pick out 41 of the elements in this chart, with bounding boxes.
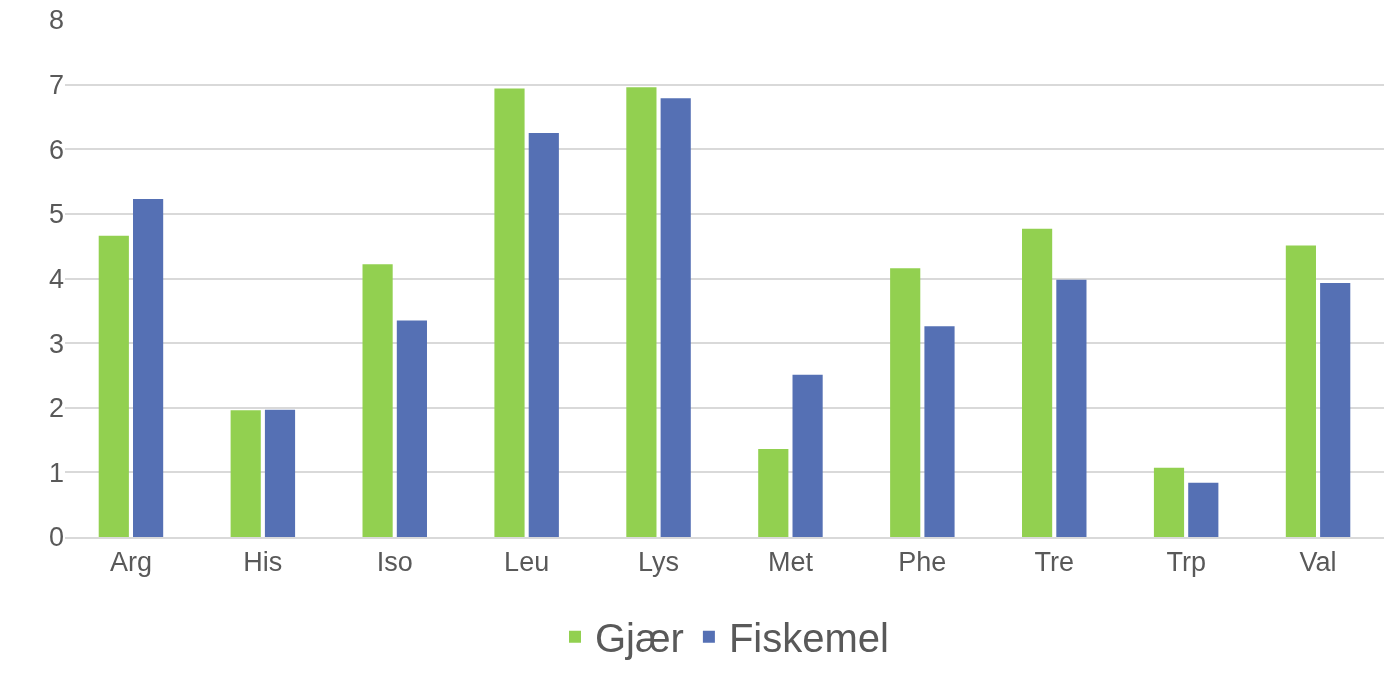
x-tick-label: Arg <box>109 547 152 578</box>
bar <box>758 449 789 537</box>
y-tick-label: 5 <box>48 199 64 230</box>
bar <box>1188 482 1219 537</box>
bar <box>264 409 296 537</box>
y-tick-label: 7 <box>48 70 64 101</box>
bar <box>1320 283 1351 537</box>
bar <box>98 235 129 537</box>
y-tick-label: 3 <box>48 328 64 359</box>
x-tick-label: Tre <box>1034 547 1074 578</box>
bar <box>528 133 559 537</box>
bar <box>792 374 823 537</box>
y-tick-label: 1 <box>48 457 64 488</box>
bar <box>660 98 691 537</box>
bar <box>133 199 164 537</box>
bar <box>1022 228 1053 537</box>
bar <box>626 87 657 537</box>
bar <box>1056 279 1087 537</box>
y-tick-label: 0 <box>48 522 64 553</box>
bar <box>890 268 921 537</box>
x-tick-label: His <box>243 547 283 578</box>
bar <box>494 88 525 537</box>
y-tick-label: 6 <box>48 134 64 165</box>
bar <box>362 264 393 537</box>
x-tick-label: Iso <box>376 547 413 578</box>
y-tick-label: 8 <box>48 5 64 36</box>
x-tick-label: Leu <box>504 547 550 578</box>
bar <box>230 410 261 537</box>
legend-label: Fiskemel <box>728 616 889 661</box>
x-tick-label: Phe <box>898 547 947 578</box>
bar <box>924 326 955 537</box>
bar <box>1285 245 1316 537</box>
bar <box>1153 467 1185 537</box>
legend-label: Gjær <box>595 616 684 661</box>
x-tick-label: Lys <box>638 547 680 578</box>
x-tick-label: Trp <box>1166 547 1206 578</box>
bar <box>396 320 427 537</box>
x-tick-label: Val <box>1299 547 1337 578</box>
y-tick-label: 2 <box>48 393 64 424</box>
y-tick-label: 4 <box>48 263 64 294</box>
x-tick-label: Met <box>767 547 814 578</box>
